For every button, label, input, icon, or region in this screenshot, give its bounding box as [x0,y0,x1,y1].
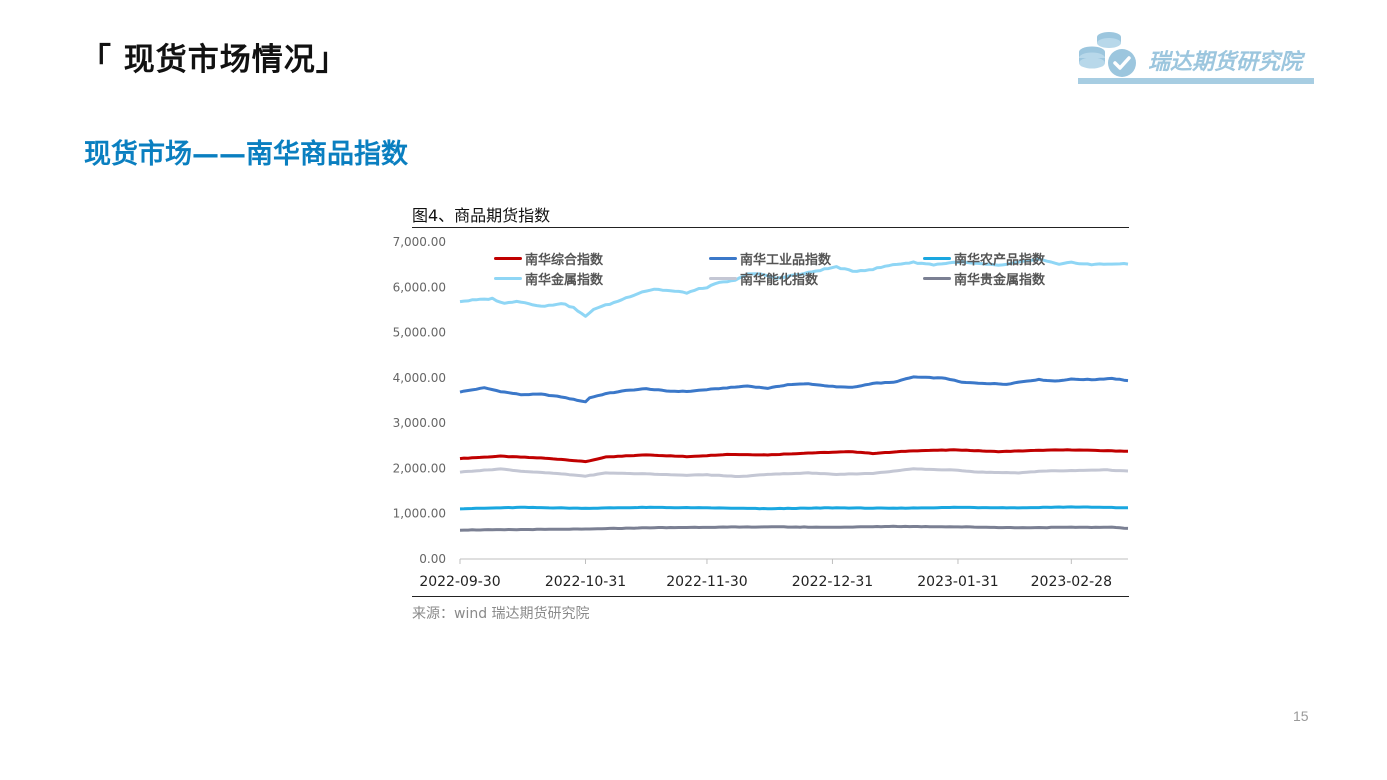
y-tick-label: 2,000.00 [393,461,446,475]
legend-label: 南华贵金属指数 [954,272,1046,288]
legend-swatch [923,256,951,260]
y-tick-label: 7,000.00 [393,235,446,249]
logo-underline [1078,78,1314,84]
caption-rule [412,227,1129,228]
source-rule [412,596,1129,597]
series-line [459,524,1129,532]
series-line [459,257,1129,318]
legend-item: 南华贵金属指数 [923,268,1045,288]
x-tick-label: 2022-10-31 [545,574,626,590]
legend-swatch [923,276,951,280]
legend-item: 南华农产品指数 [923,248,1045,268]
legend-swatch [494,276,522,280]
page-number: 15 [1293,708,1309,724]
legend-label: 南华综合指数 [525,252,604,268]
source-note: 来源：wind 瑞达期货研究院 [412,606,590,622]
legend-swatch [494,256,522,260]
logo-text: 瑞达期货研究院 [1148,50,1303,75]
section-title: 现货市场——南华商品指数 [84,139,408,170]
chart-legend: 南华综合指数 南华工业品指数 南华农产品指数南华金属指数 南华能化指数 南华贵金属指数 [494,248,1094,288]
y-tick-label: 3,000.00 [393,416,446,430]
page-title: 「 现货市场情况」 [80,42,348,78]
legend-item: 南华能化指数 [709,268,818,288]
legend-label: 南华能化指数 [740,272,819,288]
series-line [459,375,1129,404]
legend-swatch [709,256,737,260]
legend-swatch [709,276,737,280]
y-tick-label: 6,000.00 [393,280,446,294]
x-tick-label: 2023-01-31 [917,574,998,590]
series-line [459,505,1129,511]
series-line [459,467,1129,478]
x-tick-label: 2022-09-30 [419,574,500,590]
series-line [459,448,1128,464]
legend-label: 南华农产品指数 [954,252,1046,268]
legend-item: 南华工业品指数 [709,248,831,268]
legend-item: 南华金属指数 [494,268,603,288]
x-tick-label: 2022-12-31 [792,574,873,590]
x-tick-label: 2022-11-30 [666,574,747,590]
legend-item: 南华综合指数 [494,248,603,268]
figure-caption: 图4、商品期货指数 [412,206,551,225]
legend-label: 南华工业品指数 [740,252,832,268]
legend-label: 南华金属指数 [525,272,604,288]
logo: 瑞达期货研究院 [1076,28,1321,90]
line-chart: 0.00 1,000.00 2,000.00 3,000.00 4,000.00 5,00… [393,235,1129,590]
y-tick-label: 1,000.00 [393,507,446,521]
y-tick-label: 5,000.00 [393,326,446,340]
coins-check-icon [1079,32,1136,77]
y-tick-label: 0.00 [419,552,446,566]
y-tick-label: 4,000.00 [393,371,446,385]
x-tick-label: 2023-02-28 [1031,574,1112,590]
